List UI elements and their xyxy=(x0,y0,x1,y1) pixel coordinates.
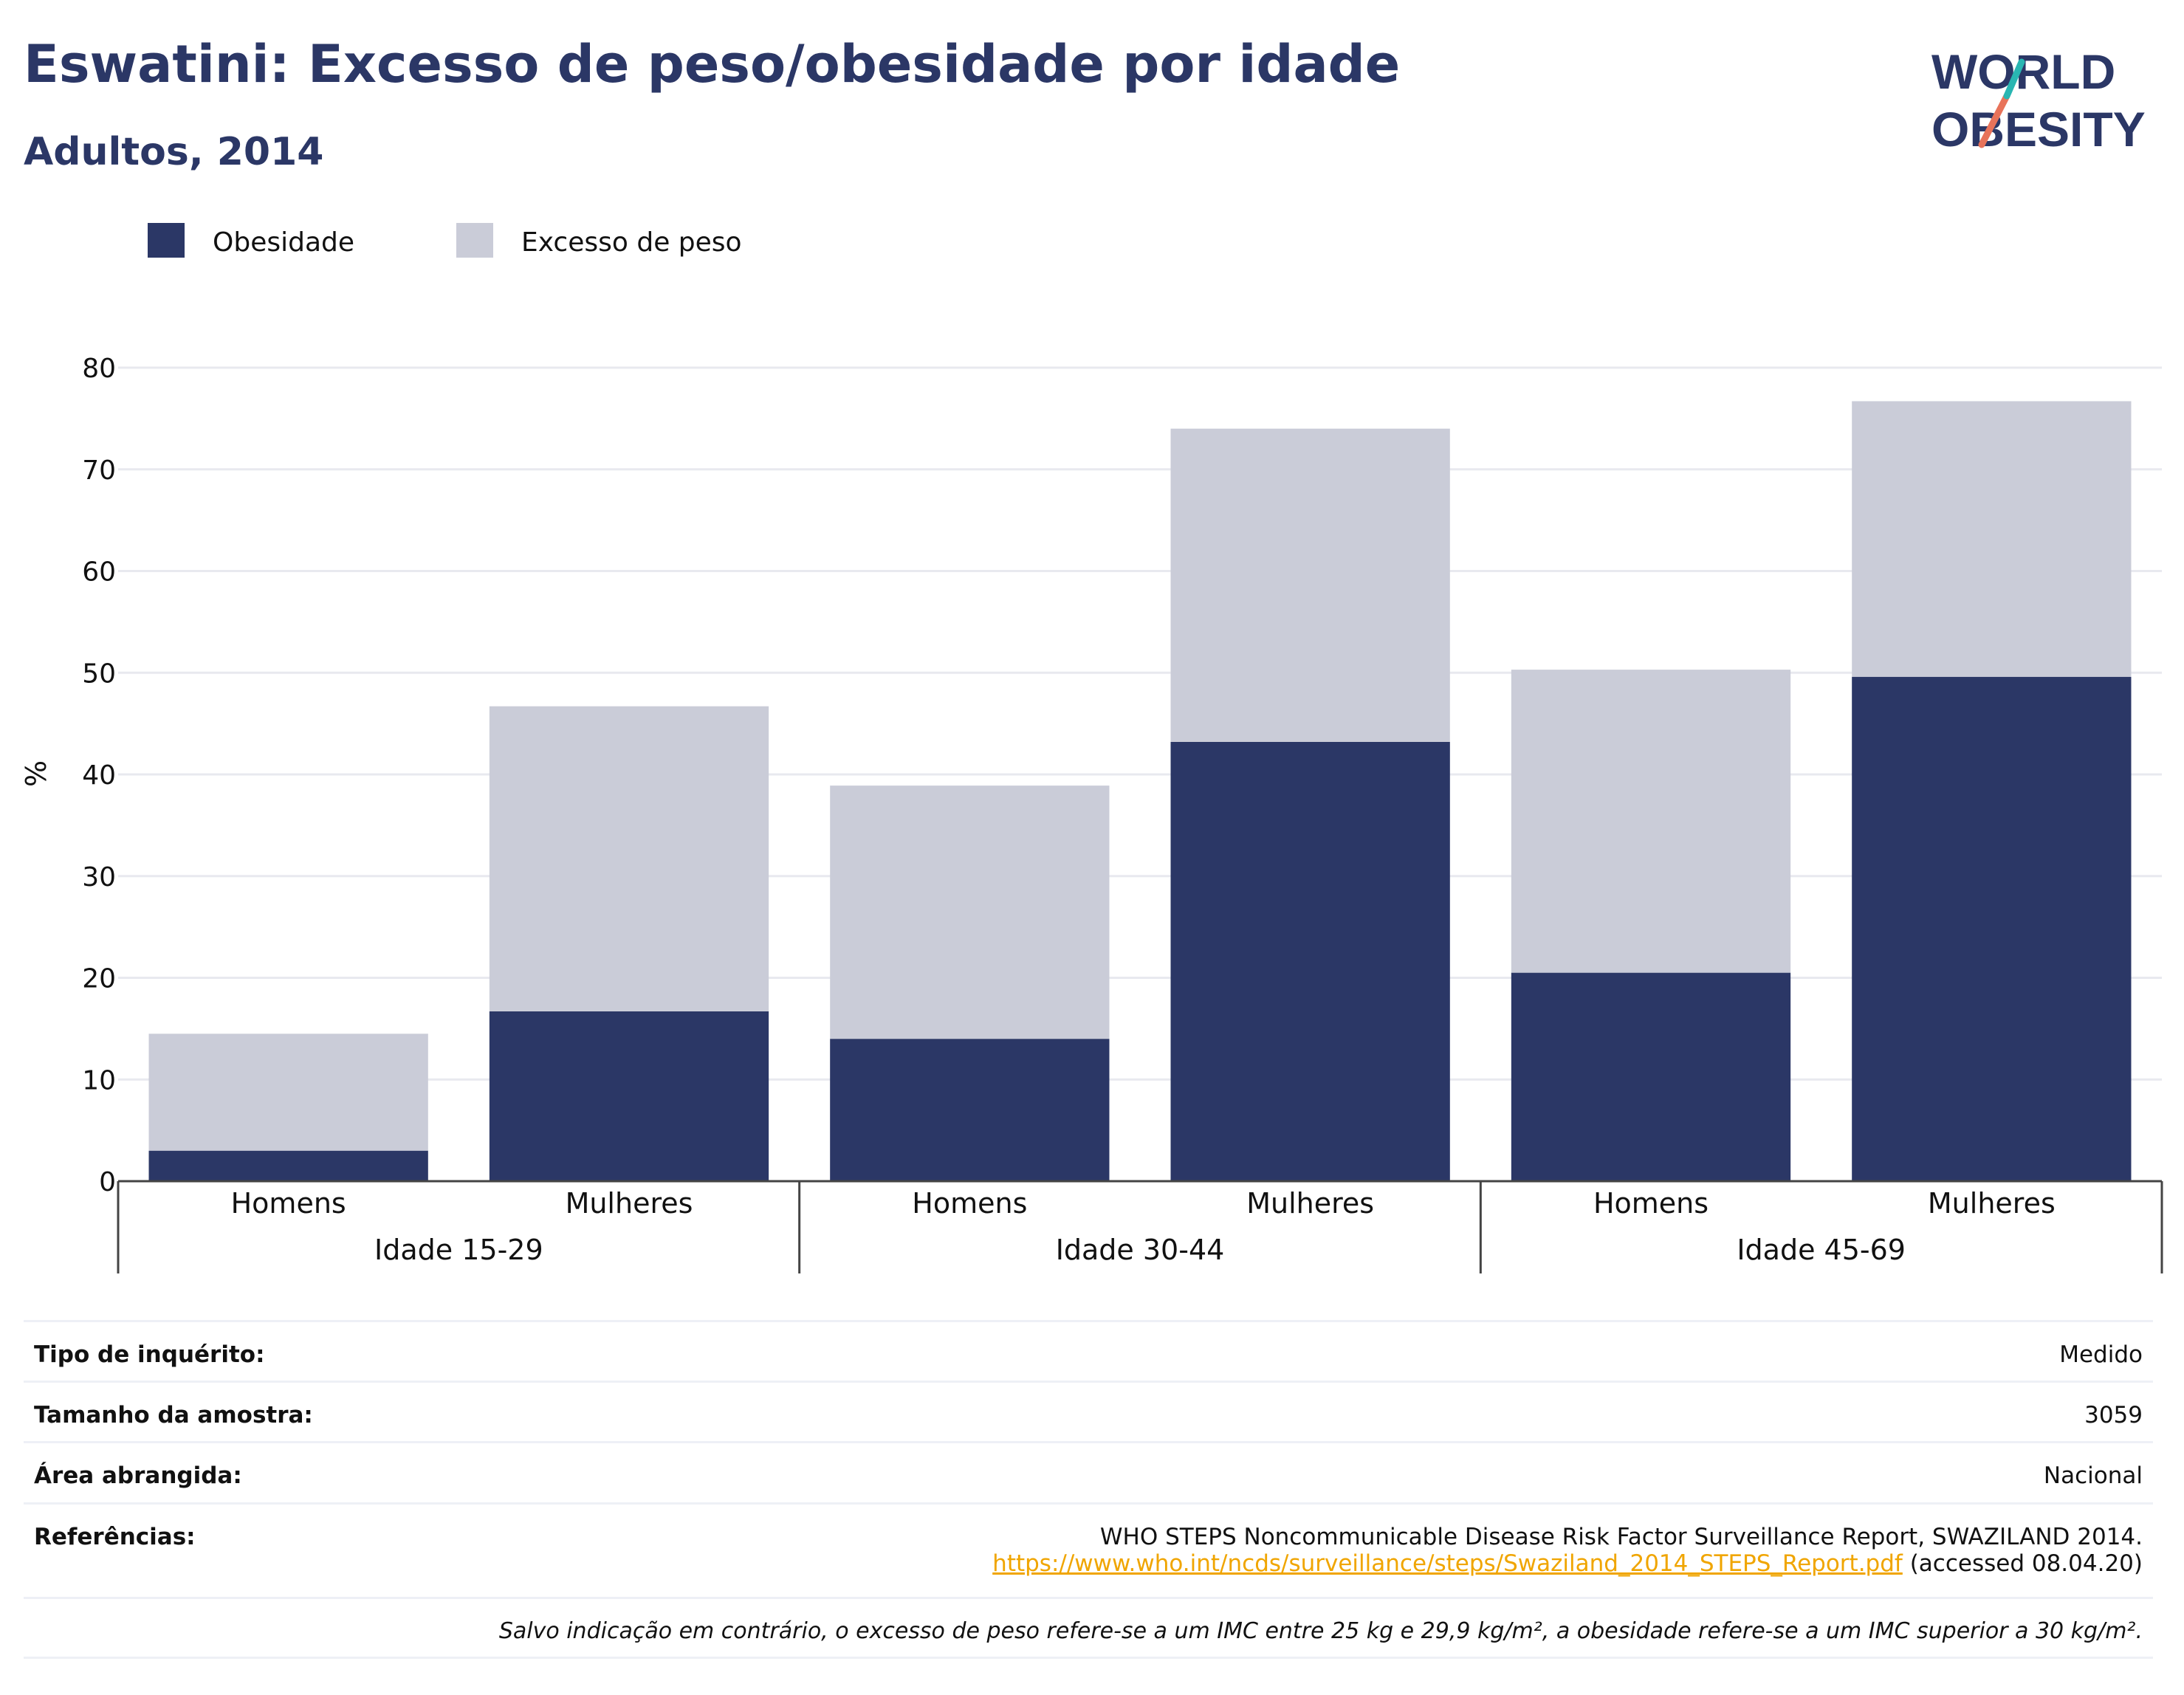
sample-size-value: 3059 xyxy=(2084,1402,2143,1428)
y-tick-label-2: 20 xyxy=(82,964,116,994)
y-axis: 0 10 20 30 40 50 60 70 80 xyxy=(82,354,116,1197)
x-tick-label-2: Homens xyxy=(912,1187,1027,1220)
info-row-sample-size: Tamanho da amostra: 3059 xyxy=(24,1381,2153,1441)
bar-excesso-5 xyxy=(1852,401,2132,677)
legend-swatch-1 xyxy=(456,223,493,258)
y-tick-label-6: 60 xyxy=(82,557,116,588)
bar-obesidade-2 xyxy=(830,1039,1110,1181)
y-tick-label-5: 50 xyxy=(82,659,116,689)
bar-excesso-4 xyxy=(1511,670,1791,973)
y-tick-label-1: 10 xyxy=(82,1065,116,1096)
references-label: Referências: xyxy=(34,1524,196,1550)
bar-obesidade-4 xyxy=(1511,972,1791,1181)
chart-title: Eswatini: Excesso de peso/obesidade por … xyxy=(24,34,1401,94)
x-tick-label-3: Mulheres xyxy=(1246,1187,1374,1220)
logo-slash-teal xyxy=(2003,58,2025,100)
logo-line2: OBESITY xyxy=(1931,102,2146,157)
bar-excesso-3 xyxy=(1170,428,1450,742)
reference-link[interactable]: https://www.who.int/ncds/surveillance/st… xyxy=(992,1550,1903,1577)
bar-obesidade-0 xyxy=(148,1150,428,1181)
survey-type-label: Tipo de inquérito: xyxy=(34,1341,265,1368)
info-row-note: Salvo indicação em contrário, o excesso … xyxy=(24,1597,2153,1659)
bar-excesso-0 xyxy=(148,1034,428,1151)
x-tick-label-0: Homens xyxy=(231,1187,346,1220)
bars xyxy=(148,401,2132,1181)
bar-excesso-1 xyxy=(489,706,769,1011)
bar-obesidade-3 xyxy=(1170,741,1450,1181)
reference-accessed: (accessed 08.04.20) xyxy=(1909,1550,2143,1577)
group-label-2: Idade 45-69 xyxy=(1737,1234,1906,1266)
y-tick-label-4: 40 xyxy=(82,760,116,791)
x-tick-label-4: Homens xyxy=(1593,1187,1709,1220)
group-label-0: Idade 15-29 xyxy=(374,1234,543,1266)
group-label-1: Idade 30-44 xyxy=(1056,1234,1225,1266)
sample-size-label: Tamanho da amostra: xyxy=(34,1402,313,1428)
bar-excesso-2 xyxy=(830,785,1110,1039)
chart-subtitle: Adultos, 2014 xyxy=(24,130,324,174)
logo-slash-coral xyxy=(1978,92,2010,148)
references-value: WHO STEPS Noncommunicable Disease Risk F… xyxy=(992,1524,2143,1577)
legend-label-0: Obesidade xyxy=(213,227,354,258)
info-row-references: Referências: WHO STEPS Noncommunicable D… xyxy=(24,1502,2153,1597)
legend: Obesidade Excesso de peso xyxy=(148,223,742,258)
survey-type-value: Medido xyxy=(2059,1341,2143,1368)
y-tick-label-8: 80 xyxy=(82,354,116,384)
bar-obesidade-1 xyxy=(489,1011,769,1181)
info-row-survey-type: Tipo de inquérito: Medido xyxy=(24,1320,2153,1381)
legend-swatch-0 xyxy=(148,223,185,258)
legend-label-1: Excesso de peso xyxy=(521,227,742,258)
x-tick-label-1: Mulheres xyxy=(566,1187,693,1220)
y-tick-label-0: 0 xyxy=(99,1167,116,1197)
logo-line1: WORLD xyxy=(1931,44,2115,99)
x-axis: Homens Mulheres Homens Mulheres Homens Mulher… xyxy=(117,1180,2163,1273)
bar-obesidade-5 xyxy=(1852,676,2132,1181)
y-axis-label: % xyxy=(20,760,52,787)
gridlines xyxy=(118,366,2162,1081)
x-tick-label-5: Mulheres xyxy=(1928,1187,2056,1220)
y-tick-label-7: 70 xyxy=(82,455,116,486)
world-obesity-logo: WORLD OBESITY xyxy=(1931,44,2146,157)
area-label: Área abrangida: xyxy=(34,1462,242,1489)
stacked-bar-chart: Obesidade Excesso de peso 0 10 20 30 40 50 60 70… xyxy=(20,223,2163,1273)
y-tick-label-3: 30 xyxy=(82,862,116,893)
area-value: Nacional xyxy=(2043,1462,2143,1489)
info-table: Tipo de inquérito: Medido Tamanho da amo… xyxy=(24,1320,2153,1659)
info-row-area: Área abrangida: Nacional xyxy=(24,1441,2153,1502)
reference-text: WHO STEPS Noncommunicable Disease Risk F… xyxy=(1099,1524,2143,1550)
definition-note: Salvo indicação em contrário, o excesso … xyxy=(498,1618,2143,1644)
